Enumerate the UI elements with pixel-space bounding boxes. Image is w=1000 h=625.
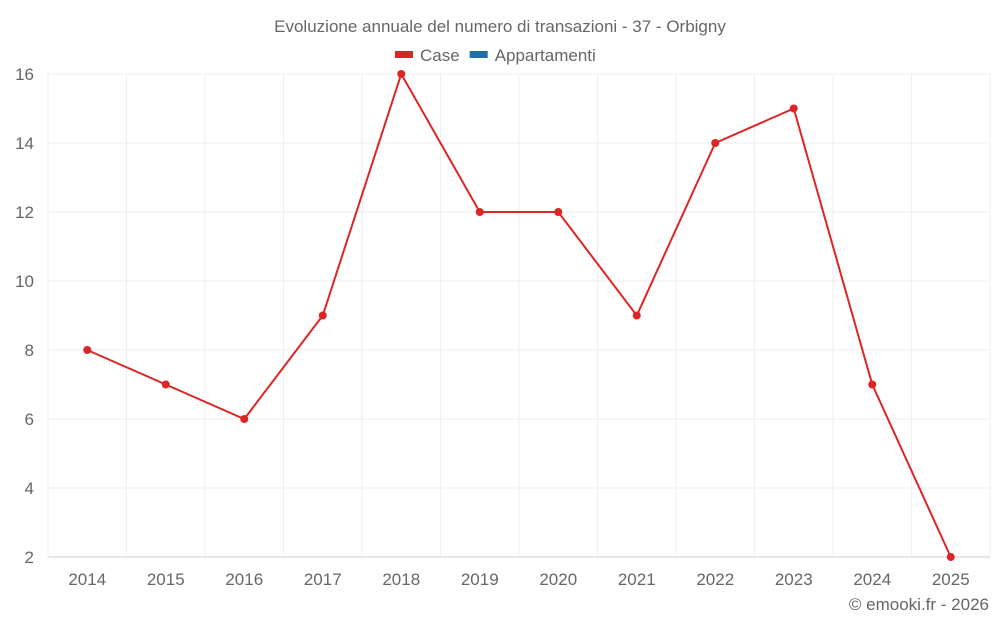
x-tick-label: 2023 bbox=[775, 570, 813, 589]
x-tick-label: 2016 bbox=[225, 570, 263, 589]
grid: 2 4 6 8 10 12 14 16 2014 2015 2016 2017 2018 2019 2020… bbox=[15, 65, 991, 589]
data-point[interactable] bbox=[240, 415, 249, 423]
legend-label-0[interactable]: Case bbox=[420, 46, 460, 65]
series bbox=[83, 70, 955, 561]
x-tick-label: 2022 bbox=[696, 570, 734, 589]
y-tick-label: 2 bbox=[25, 548, 34, 567]
data-point[interactable] bbox=[161, 380, 170, 389]
x-tick-label: 2017 bbox=[304, 570, 342, 589]
y-tick-label: 6 bbox=[25, 410, 34, 429]
series-line-case bbox=[86, 71, 952, 558]
x-tick-label: 2019 bbox=[461, 570, 499, 589]
data-point[interactable] bbox=[318, 311, 327, 320]
y-tick-label: 10 bbox=[15, 272, 34, 291]
y-tick-label: 8 bbox=[25, 341, 34, 360]
legend-label-1[interactable]: Appartamenti bbox=[495, 46, 596, 65]
x-tick-label: 2020 bbox=[539, 570, 577, 589]
data-point[interactable] bbox=[83, 346, 92, 354]
x-tick-label: 2015 bbox=[147, 570, 185, 589]
x-tick-label: 2025 bbox=[932, 570, 970, 589]
data-point[interactable] bbox=[946, 553, 955, 561]
data-point[interactable] bbox=[632, 311, 641, 320]
data-point[interactable] bbox=[397, 70, 406, 78]
data-point[interactable] bbox=[789, 104, 798, 113]
y-tick-label: 12 bbox=[15, 203, 34, 222]
data-point[interactable] bbox=[711, 139, 720, 147]
data-point[interactable] bbox=[554, 208, 563, 216]
legend: Case Appartamenti bbox=[395, 46, 596, 65]
data-point[interactable] bbox=[475, 208, 484, 216]
y-tick-label: 4 bbox=[25, 479, 34, 498]
x-tick-label: 2014 bbox=[68, 570, 106, 589]
x-tick-label: 2018 bbox=[382, 570, 420, 589]
y-tick-label: 16 bbox=[15, 65, 34, 84]
chart-title: Evoluzione annuale del numero di transaz… bbox=[274, 17, 726, 36]
data-point[interactable] bbox=[868, 380, 877, 389]
x-tick-label: 2021 bbox=[618, 570, 656, 589]
credit-text: © emooki.fr - 2026 bbox=[849, 595, 989, 614]
legend-swatch-0 bbox=[395, 51, 413, 58]
x-tick-label: 2024 bbox=[853, 570, 891, 589]
legend-swatch-1 bbox=[469, 51, 488, 58]
y-tick-label: 14 bbox=[15, 134, 34, 153]
